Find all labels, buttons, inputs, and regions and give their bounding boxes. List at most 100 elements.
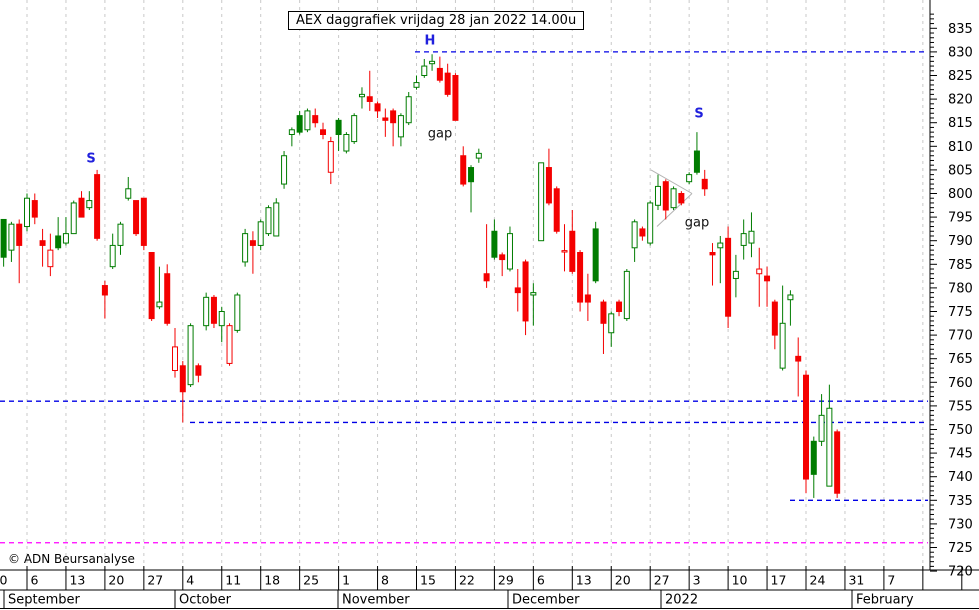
y-tick-label: 760 <box>948 376 973 391</box>
candle-body-10-29 <box>327 141 334 173</box>
candle-body-01-20 <box>787 294 794 301</box>
candle-body-11-19 <box>444 72 451 95</box>
annotation-S: S <box>694 106 704 122</box>
candle-body-12-08 <box>545 167 552 204</box>
date-label: 31 <box>848 573 864 588</box>
candle-body-01-11 <box>732 270 739 279</box>
candle-body-01-19 <box>779 322 786 369</box>
candle-body-01-06 <box>709 252 716 256</box>
candle-body-11-22 <box>452 75 459 121</box>
y-tick-label: 825 <box>948 69 973 84</box>
candle-body-09-16 <box>86 200 93 209</box>
y-tick-label: 830 <box>948 45 973 60</box>
y-tick-label: 790 <box>948 234 973 249</box>
y-tick-label: 810 <box>948 140 973 155</box>
candle-body-12-27 <box>647 202 654 244</box>
month-label-December: December <box>512 593 580 608</box>
candle-body-12-07 <box>538 162 545 242</box>
candle-body-01-05 <box>701 178 708 190</box>
candle-body-09-10 <box>55 235 62 249</box>
candle-body-12-23 <box>631 221 638 249</box>
candle-body-10-27 <box>312 115 319 124</box>
date-label: 10 <box>732 573 748 588</box>
candle-body-12-03 <box>522 261 529 322</box>
candle-body-09-03 <box>16 223 23 246</box>
date-label: 24 <box>810 573 826 588</box>
candle-body-09-07 <box>31 200 38 218</box>
y-tick-label: 775 <box>948 305 973 320</box>
candle-body-11-17 <box>429 60 436 65</box>
candle-body-09-17 <box>94 174 101 239</box>
date-label: 29 <box>498 573 514 588</box>
month-label-November: November <box>342 593 410 608</box>
annotation-H: H <box>424 33 436 49</box>
month-label-September: September <box>8 593 81 608</box>
y-tick-label: 795 <box>948 211 973 226</box>
candle-body-12-02 <box>514 287 521 294</box>
candle-body-09-27 <box>140 197 147 246</box>
candle-body-09-28 <box>148 252 155 320</box>
candle-body-12-21 <box>616 301 623 312</box>
candle-body-09-22 <box>117 223 124 246</box>
candle-body-10-07 <box>203 296 210 327</box>
candle-body-01-13 <box>748 230 755 244</box>
candle-body-09-01 <box>0 218 7 258</box>
candle-body-09-29 <box>156 301 163 308</box>
date-label: 30 <box>0 573 8 588</box>
date-label: 3 <box>693 573 701 588</box>
y-tick-label: 750 <box>948 423 973 438</box>
date-label: 8 <box>381 573 389 588</box>
y-tick-label: 740 <box>948 470 973 485</box>
y-tick-label: 785 <box>948 258 973 273</box>
candle-body-10-15 <box>249 240 256 246</box>
copyright-text: © ADN Beursanalyse <box>8 552 135 566</box>
month-label-2022: 2022 <box>665 593 698 608</box>
annotation-gap: gap <box>684 215 710 231</box>
date-label: 7 <box>887 573 895 588</box>
date-label: 11 <box>225 573 241 588</box>
candle-body-11-05 <box>366 96 373 102</box>
candle-body-11-25 <box>475 152 482 159</box>
candle-body-10-25 <box>296 115 303 133</box>
candle-body-10-12 <box>226 325 233 364</box>
candle-body-12-16 <box>592 228 599 282</box>
candle-body-10-04 <box>179 365 186 393</box>
candle-body-09-15 <box>78 197 85 218</box>
candle-body-10-22 <box>288 129 295 135</box>
candle-body-09-02 <box>8 223 15 251</box>
candle-body-11-23 <box>460 155 467 185</box>
month-label-February: February <box>856 593 914 608</box>
candle-body-09-30 <box>164 273 171 324</box>
candle-body-11-16 <box>421 65 428 76</box>
y-tick-label: 820 <box>948 93 973 108</box>
date-label: 1 <box>342 573 350 588</box>
date-label: 4 <box>186 573 194 588</box>
candle-body-01-18 <box>771 301 778 336</box>
y-tick-label: 755 <box>948 399 973 414</box>
candle-body-09-20 <box>101 285 108 296</box>
y-tick-label: 725 <box>948 541 973 556</box>
candle-body-12-22 <box>623 270 630 320</box>
date-label: 18 <box>264 573 280 588</box>
candle-body-10-01 <box>172 346 179 371</box>
candle-body-12-20 <box>608 313 615 334</box>
candle-body-01-27 <box>826 407 833 487</box>
candle-body-11-29 <box>491 230 498 258</box>
y-tick-label: 765 <box>948 352 973 367</box>
candle-body-11-02 <box>343 134 350 152</box>
candle-body-10-18 <box>257 221 264 246</box>
candle-body-11-03 <box>351 115 358 143</box>
candle-body-10-28 <box>320 129 327 135</box>
date-label: 25 <box>303 573 319 588</box>
candle-body-01-26 <box>818 414 825 442</box>
candle-body-12-29 <box>662 181 669 211</box>
y-tick-label: 815 <box>948 116 973 131</box>
candle-body-12-09 <box>553 188 560 232</box>
candle-body-09-14 <box>70 202 77 235</box>
annotation-gap: gap <box>427 126 453 142</box>
candle-body-10-14 <box>242 233 249 263</box>
candle-body-12-15 <box>584 294 591 303</box>
date-label: 6 <box>31 573 39 588</box>
candle-body-09-08 <box>39 240 46 246</box>
candle-body-01-24 <box>802 374 809 480</box>
